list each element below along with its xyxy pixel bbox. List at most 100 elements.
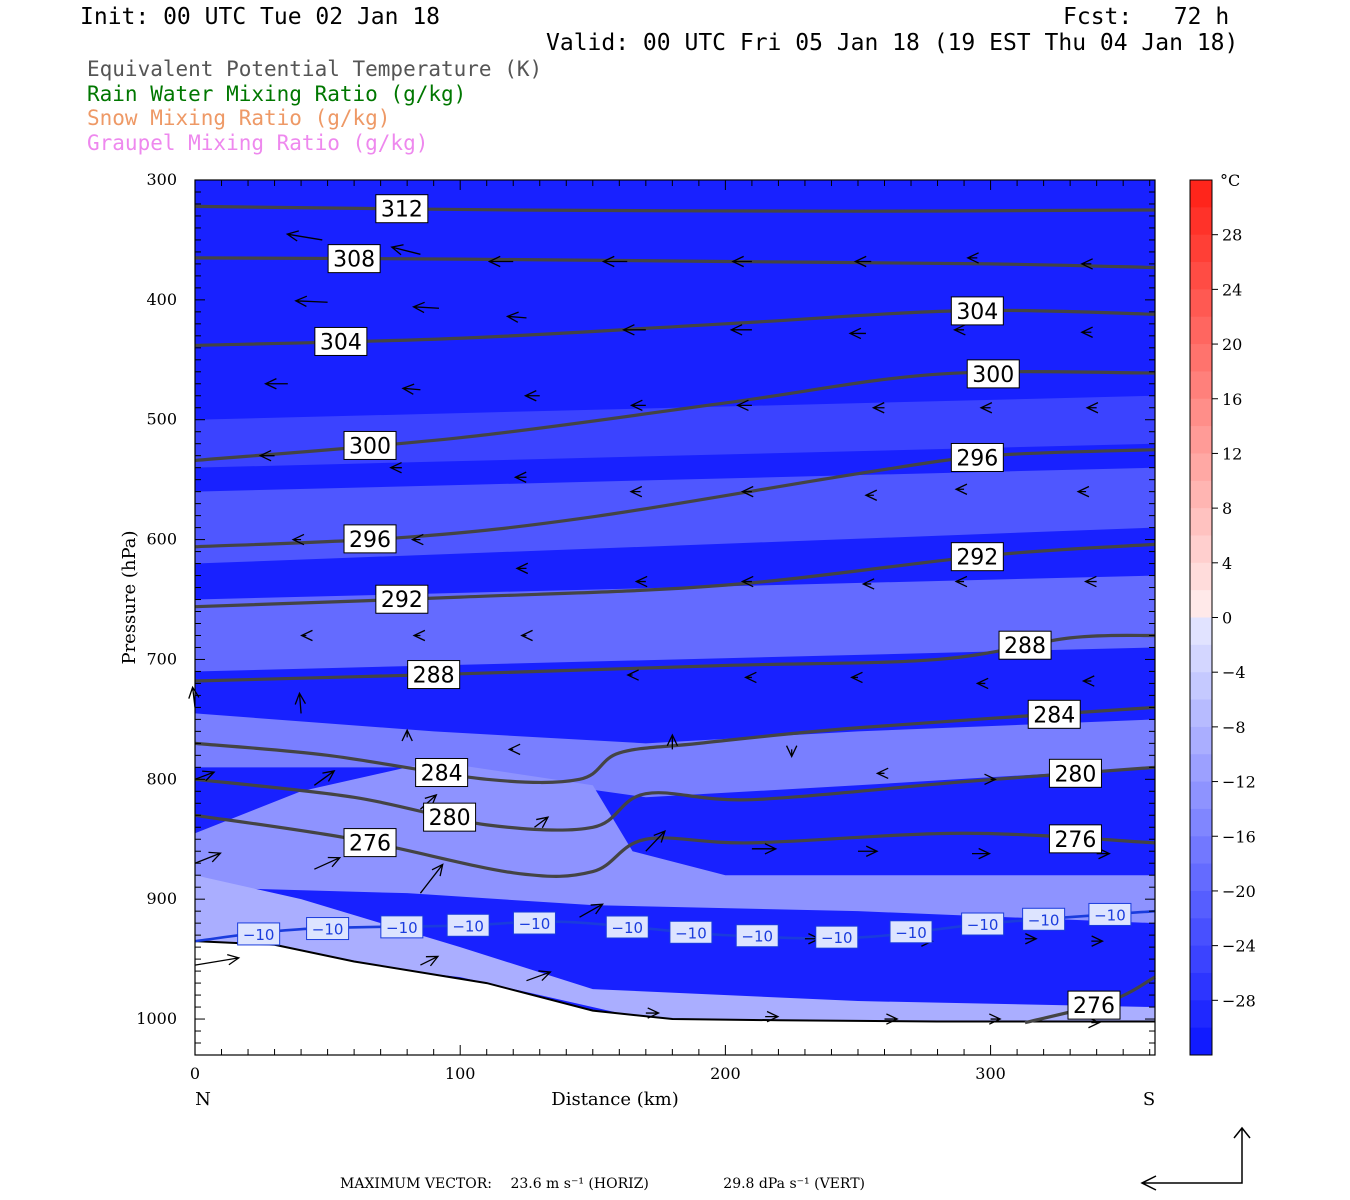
- contour-label-box: [327, 244, 381, 274]
- colorbar-segment: [1190, 262, 1212, 290]
- wind-arrow: [989, 1013, 1002, 1025]
- temperature-zone: [195, 713, 1155, 798]
- y-axis: 300 400 500 600 700 800 900 1000 Pressure (hPa): [119, 170, 1155, 1056]
- colorbar-segment: [1190, 180, 1212, 208]
- colorbar-label: 0: [1222, 609, 1232, 628]
- wind-arrow: [1085, 402, 1099, 414]
- init-time: Init: 00 UTC Tue 02 Jan 18: [80, 4, 441, 30]
- x-tick-label: 0: [190, 1064, 200, 1083]
- colorbar-segment: [1190, 945, 1212, 974]
- contour-label-box: [415, 758, 469, 788]
- colorbar-segment: [1190, 918, 1212, 947]
- x-tick-label: 300: [975, 1064, 1006, 1083]
- contour-label-box: [343, 524, 397, 554]
- wind-arrow: [1091, 935, 1105, 947]
- isotherm-label-box: [669, 920, 713, 944]
- wind-arrow: [601, 255, 628, 268]
- legend-entry: Snow Mixing Ratio (g/kg): [87, 106, 391, 130]
- contour-label: 296: [956, 446, 998, 471]
- y-tick-label: 700: [146, 649, 177, 668]
- colorbar-label: 20: [1222, 335, 1242, 354]
- wind-arrow: [645, 829, 666, 852]
- wind-arrow: [579, 903, 604, 918]
- x-axis: 0 100 200 300 Distance (km) N S: [190, 180, 1155, 1110]
- contour-label-box: [314, 326, 368, 356]
- isotherm-label: −10: [675, 924, 707, 942]
- wind-arrow: [861, 578, 875, 590]
- wind-arrow: [1080, 326, 1093, 338]
- wind-arrow: [966, 252, 979, 264]
- isotherm-label: −10: [243, 926, 275, 944]
- theta-e-line: [194, 705, 1156, 785]
- contour-label-box: [950, 542, 1004, 572]
- colorbar-label: −16: [1222, 827, 1256, 846]
- isotherm-label-box: [735, 924, 779, 948]
- contour-label-box: [1048, 758, 1102, 788]
- wind-arrow: [1080, 258, 1093, 270]
- contour-label: 276: [349, 832, 391, 857]
- contour-label: 288: [413, 664, 455, 689]
- terrain-line: [194, 940, 1155, 1023]
- isotherm-label-box: [889, 920, 933, 944]
- colorbar-segment: [1190, 617, 1212, 646]
- y-tick-label: 800: [146, 769, 177, 788]
- wind-arrow: [744, 671, 757, 684]
- x-end-label-north: N: [195, 1089, 211, 1110]
- wind-arrow: [194, 953, 241, 966]
- theta-e-line: [194, 204, 1156, 213]
- wind-arrow: [736, 399, 752, 412]
- colorbar-segment: [1190, 207, 1212, 236]
- wind-arrow: [740, 575, 754, 588]
- wind-arrow: [412, 629, 426, 642]
- contour-label-box: [343, 430, 397, 460]
- wind-arrow: [194, 851, 222, 864]
- contour-label: 308: [333, 248, 375, 273]
- isotherm-label: −10: [519, 915, 551, 933]
- contour-label: 292: [381, 588, 423, 613]
- wind-arrow: [729, 324, 752, 336]
- wind-arrow: [507, 743, 521, 756]
- wind-arrow: [645, 1007, 661, 1019]
- reference-vector-icon: [1140, 1126, 1251, 1191]
- colorbar-segment: [1190, 781, 1212, 810]
- colorbar-label: −12: [1222, 773, 1256, 792]
- contour-label: 288: [1004, 634, 1046, 659]
- colorbar-segment: [1190, 371, 1212, 400]
- temperature-zone: [195, 761, 1155, 924]
- contour-label: 280: [1054, 762, 1096, 787]
- colorbar-segment: [1190, 289, 1212, 318]
- colorbar-segment: [1190, 726, 1212, 755]
- isotherm-label: −10: [1028, 911, 1060, 929]
- wind-vectors: [188, 230, 1111, 1029]
- wind-arrow: [857, 845, 879, 857]
- colorbar-label: −20: [1222, 882, 1256, 901]
- wind-arrow: [534, 816, 550, 829]
- colorbar-segment: [1190, 508, 1212, 536]
- colorbar-segment: [1190, 590, 1212, 618]
- wind-arrow: [419, 863, 444, 894]
- x-tick-label: 100: [445, 1064, 476, 1083]
- wind-arrow: [314, 856, 342, 870]
- wind-arrow: [848, 327, 866, 340]
- wind-arrow: [853, 255, 872, 268]
- contour-label-box: [1067, 990, 1121, 1020]
- colorbar-label: −28: [1222, 991, 1256, 1010]
- colorbar-label: 24: [1222, 280, 1242, 299]
- wind-arrow: [520, 629, 533, 642]
- isotherm-label: −10: [821, 929, 853, 947]
- wind-arrow: [740, 485, 754, 498]
- isotherm-label: −10: [452, 917, 484, 935]
- colorbar-label: −4: [1222, 663, 1246, 682]
- wind-arrow: [884, 1013, 899, 1025]
- wind-arrow: [513, 471, 527, 483]
- contour-label: 292: [956, 546, 998, 571]
- colorbar-segment: [1190, 699, 1212, 728]
- wind-arrow: [629, 485, 643, 498]
- contour-label: 300: [972, 363, 1014, 388]
- isotherm-label-box: [380, 915, 424, 939]
- isotherm-label-box: [446, 913, 490, 937]
- wind-arrow: [952, 324, 966, 336]
- wind-arrow: [294, 295, 328, 308]
- colorbar-segment: [1190, 453, 1212, 482]
